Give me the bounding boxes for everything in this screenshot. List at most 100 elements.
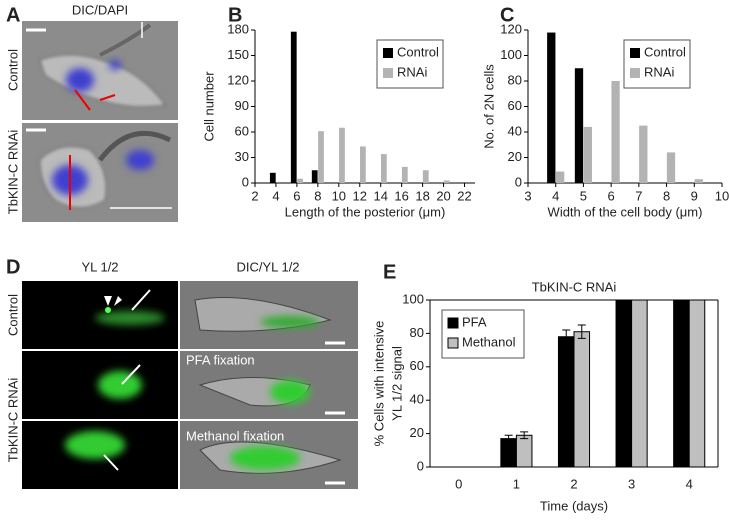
legend-swatch <box>630 48 640 58</box>
y-tick-label: 20 <box>508 149 522 164</box>
legend-label: RNAi <box>397 64 427 79</box>
x-tick-label: 14 <box>373 188 387 203</box>
legend-label: PFA <box>462 314 487 329</box>
x-tick-label: 8 <box>663 188 670 203</box>
chart-title: TbKIN-C RNAi <box>532 279 617 294</box>
bar <box>547 32 556 183</box>
panel-label: B <box>228 4 242 26</box>
x-tick-label: 4 <box>552 188 559 203</box>
y-tick-label: 90 <box>235 98 249 113</box>
x-tick-label: 3 <box>524 188 531 203</box>
x-tick-label: 0 <box>455 476 462 491</box>
y-axis-label: % Cells with intensive <box>371 321 386 447</box>
legend-label: Methanol <box>462 334 516 349</box>
image-title: DIC/DAPI <box>72 2 128 17</box>
x-tick-label: 18 <box>415 188 429 203</box>
bar <box>688 299 706 468</box>
x-tick-label: 5 <box>580 188 587 203</box>
y-axis-label: YL 1/2 signal <box>389 346 404 421</box>
x-tick-label: 4 <box>272 188 279 203</box>
panel-label: E <box>383 261 396 283</box>
bar <box>573 331 591 468</box>
bar <box>422 170 429 183</box>
x-tick-label: 6 <box>293 188 300 203</box>
bar <box>339 127 345 183</box>
bar <box>269 172 276 183</box>
x-tick-label: 16 <box>394 188 408 203</box>
legend-label: Control <box>644 44 686 59</box>
legend-swatch <box>447 337 459 349</box>
y-tick-label: 120 <box>500 21 522 36</box>
bar <box>380 154 387 183</box>
bar <box>639 125 648 183</box>
bar <box>290 31 297 184</box>
error-bar <box>504 434 513 443</box>
x-tick-label: 20 <box>436 188 450 203</box>
annotation: Methanol fixation <box>186 428 284 443</box>
x-tick-label: 2 <box>251 188 258 203</box>
x-tick-label: 7 <box>635 188 642 203</box>
legend-label: RNAi <box>644 64 674 79</box>
micrograph <box>22 21 178 222</box>
x-tick-label: 1 <box>513 476 520 491</box>
x-tick-label: 6 <box>608 188 615 203</box>
y-tick-label: 80 <box>508 72 522 87</box>
y-tick-label: 60 <box>508 98 522 113</box>
y-tick-label: 0 <box>417 458 424 473</box>
x-axis-label: Width of the cell body (μm) <box>548 204 703 219</box>
x-tick-label: 8 <box>314 188 321 203</box>
panel-label: A <box>6 4 20 26</box>
x-tick-label: 22 <box>457 188 471 203</box>
error-bar <box>562 329 571 344</box>
row-label: TbKIN-C RNAi <box>5 130 20 215</box>
bar <box>574 68 584 183</box>
x-tick-label: 10 <box>332 188 346 203</box>
legend-swatch <box>383 48 393 58</box>
x-tick-label: 4 <box>686 476 693 491</box>
x-tick-label: 2 <box>570 476 577 491</box>
bar <box>666 152 676 183</box>
error-bar <box>577 324 586 339</box>
y-axis-label: Cell number <box>201 71 216 142</box>
x-tick-label: 10 <box>715 188 729 203</box>
y-tick-label: 0 <box>242 174 249 189</box>
y-axis-label: No. of 2N cells <box>481 64 496 149</box>
row-label: Control <box>5 49 20 91</box>
y-tick-label: 120 <box>227 72 249 87</box>
y-tick-label: 80 <box>410 325 424 340</box>
bar <box>611 81 620 183</box>
y-tick-label: 0 <box>515 174 522 189</box>
panel-label: D <box>6 256 20 278</box>
bar <box>557 336 575 468</box>
bar <box>673 299 690 468</box>
bar <box>311 170 318 183</box>
x-axis-label: Time (days) <box>540 498 608 513</box>
bar <box>318 131 324 183</box>
x-tick-label: 9 <box>691 188 698 203</box>
bar <box>615 299 633 468</box>
image-title: YL 1/2 <box>81 259 118 274</box>
y-tick-label: 40 <box>508 123 522 138</box>
y-tick-label: 180 <box>227 21 249 36</box>
y-tick-label: 100 <box>402 291 424 306</box>
y-tick-label: 30 <box>235 149 249 164</box>
annotation: PFA fixation <box>186 352 255 367</box>
bar <box>443 180 450 183</box>
x-axis-label: Length of the posterior (μm) <box>285 204 446 219</box>
row-label: TbKIN-C RNAi <box>5 378 20 463</box>
y-tick-label: 100 <box>500 47 522 62</box>
image-title: DIC/YL 1/2 <box>236 259 299 274</box>
bar <box>500 438 517 468</box>
y-tick-label: 40 <box>410 392 424 407</box>
error-bar <box>520 431 529 440</box>
panel-label: C <box>500 4 514 26</box>
legend-label: Control <box>397 44 439 59</box>
x-tick-label: 12 <box>353 188 367 203</box>
y-tick-label: 150 <box>227 47 249 62</box>
legend-swatch <box>447 317 459 329</box>
legend-swatch <box>383 68 393 78</box>
bar <box>555 171 565 183</box>
y-tick-label: 20 <box>410 425 424 440</box>
x-tick-label: 3 <box>628 476 635 491</box>
